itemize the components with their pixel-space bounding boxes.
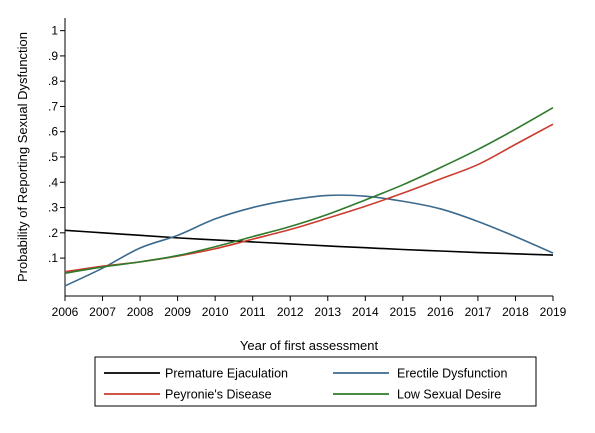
y-tick-label: .8 [48,74,58,88]
x-axis-title: Year of first assessment [240,338,379,353]
legend: Premature Ejaculation Erectile Dysfunctio… [94,356,537,407]
x-tick-label: 2012 [277,305,304,319]
x-tick-label: 2013 [314,305,341,319]
x-tick-label: 2006 [52,305,79,319]
x-tick-label: 2018 [502,305,529,319]
x-tick-label: 2009 [164,305,191,319]
x-tick-label: 2008 [127,305,154,319]
y-tick-label: .4 [48,175,58,189]
x-tick-label: 2017 [465,305,492,319]
y-tick-label: .1 [48,251,58,265]
series-line-erectile-dysfunction [64,194,554,287]
legend-label-peyronie-s-disease: Peyronie's Disease [165,388,272,402]
y-tick-label: .9 [48,49,58,63]
series-line-low-sexual-desire [64,107,554,275]
x-tick-label: 2015 [389,305,416,319]
x-tick-label: 2019 [540,305,567,319]
y-tick-label: .7 [48,99,58,113]
y-tick-label: .6 [48,125,58,139]
y-axis-title: Probability of Reporting Sexual Dysfunct… [15,32,30,282]
y-tick-label: .2 [48,226,58,240]
legend-label-premature-ejaculation: Premature Ejaculation [165,367,288,381]
legend-label-low-sexual-desire: Low Sexual Desire [397,388,501,402]
series-group [64,107,554,287]
x-tick-label: 2014 [352,305,379,319]
x-tick-label: 2010 [202,305,229,319]
legend-box [94,356,537,407]
y-tick-label: .3 [48,201,58,215]
y-tick-label: .5 [48,150,58,164]
x-tick-label: 2007 [89,305,116,319]
x-tick-label: 2011 [240,305,266,319]
legend-label-erectile-dysfunction: Erectile Dysfunction [397,367,508,381]
axes: .1 .2 .3 .4 .5 .6 .7 .8 .9 1 2006 2007 2008 2009 2010 2… [48,18,567,319]
x-tick-label: 2016 [427,305,454,319]
y-tick-label: 1 [51,24,58,38]
series-line-premature-ejaculation [64,229,554,256]
